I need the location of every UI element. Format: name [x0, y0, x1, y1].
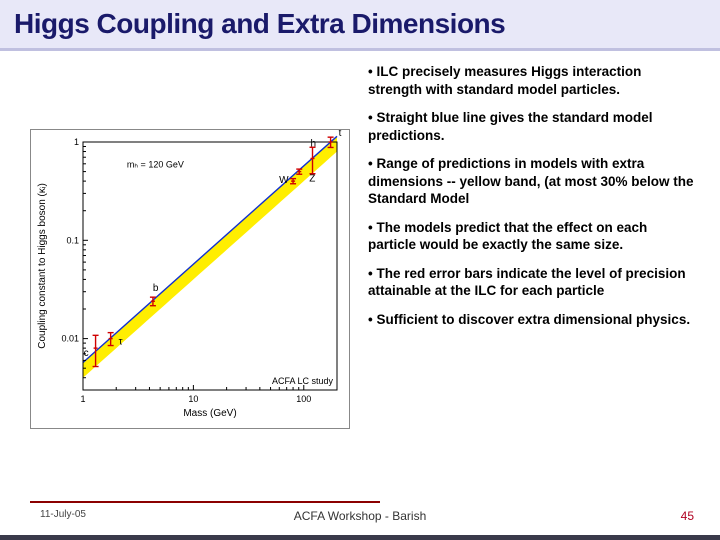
chart-column: 1 10 100 0.01 0.1 1 Mass (GeV) Coupling constan…	[30, 59, 350, 499]
svg-text:mₕ = 120 GeV: mₕ = 120 GeV	[127, 160, 184, 170]
bullet-3: • Range of predictions in models with ex…	[368, 155, 698, 208]
svg-text:ACFA LC study: ACFA LC study	[272, 376, 334, 386]
svg-text:Mass (GeV): Mass (GeV)	[183, 408, 236, 419]
coupling-chart: 1 10 100 0.01 0.1 1 Mass (GeV) Coupling constan…	[30, 129, 350, 429]
footer-rule	[30, 501, 380, 503]
svg-text:b: b	[153, 283, 159, 294]
svg-text:0.01: 0.01	[61, 334, 79, 344]
svg-text:1: 1	[80, 394, 85, 404]
bullet-1: • ILC precisely measures Higgs interacti…	[368, 63, 698, 98]
slide-title: Higgs Coupling and Extra Dimensions	[14, 8, 706, 40]
bullet-2: • Straight blue line gives the standard …	[368, 109, 698, 144]
content-area: 1 10 100 0.01 0.1 1 Mass (GeV) Coupling constan…	[0, 51, 720, 499]
svg-text:0.1: 0.1	[66, 235, 79, 245]
svg-text:10: 10	[188, 394, 198, 404]
svg-text:1: 1	[74, 137, 79, 147]
footer-center: ACFA Workshop - Barish	[0, 509, 720, 523]
bullet-4: • The models predict that the effect on …	[368, 219, 698, 254]
footer: 11-July-05 ACFA Workshop - Barish 45	[0, 499, 720, 535]
title-bar: Higgs Coupling and Extra Dimensions	[0, 0, 720, 51]
svg-text:Z: Z	[309, 174, 315, 185]
bullets-column: • ILC precisely measures Higgs interacti…	[368, 59, 706, 499]
svg-text:100: 100	[296, 394, 311, 404]
svg-text:t: t	[339, 130, 342, 139]
svg-text:W: W	[279, 175, 289, 186]
svg-text:Coupling constant to Higgs bos: Coupling constant to Higgs boson (κᵢ)	[37, 183, 48, 349]
svg-text:c: c	[84, 348, 89, 359]
bullet-6: • Sufficient to discover extra dimension…	[368, 311, 698, 329]
footer-page-number: 45	[681, 509, 694, 523]
svg-text:τ: τ	[119, 337, 123, 348]
svg-text:h: h	[311, 138, 317, 149]
chart-svg: 1 10 100 0.01 0.1 1 Mass (GeV) Coupling constan…	[31, 130, 351, 430]
bullet-5: • The red error bars indicate the level …	[368, 265, 698, 300]
